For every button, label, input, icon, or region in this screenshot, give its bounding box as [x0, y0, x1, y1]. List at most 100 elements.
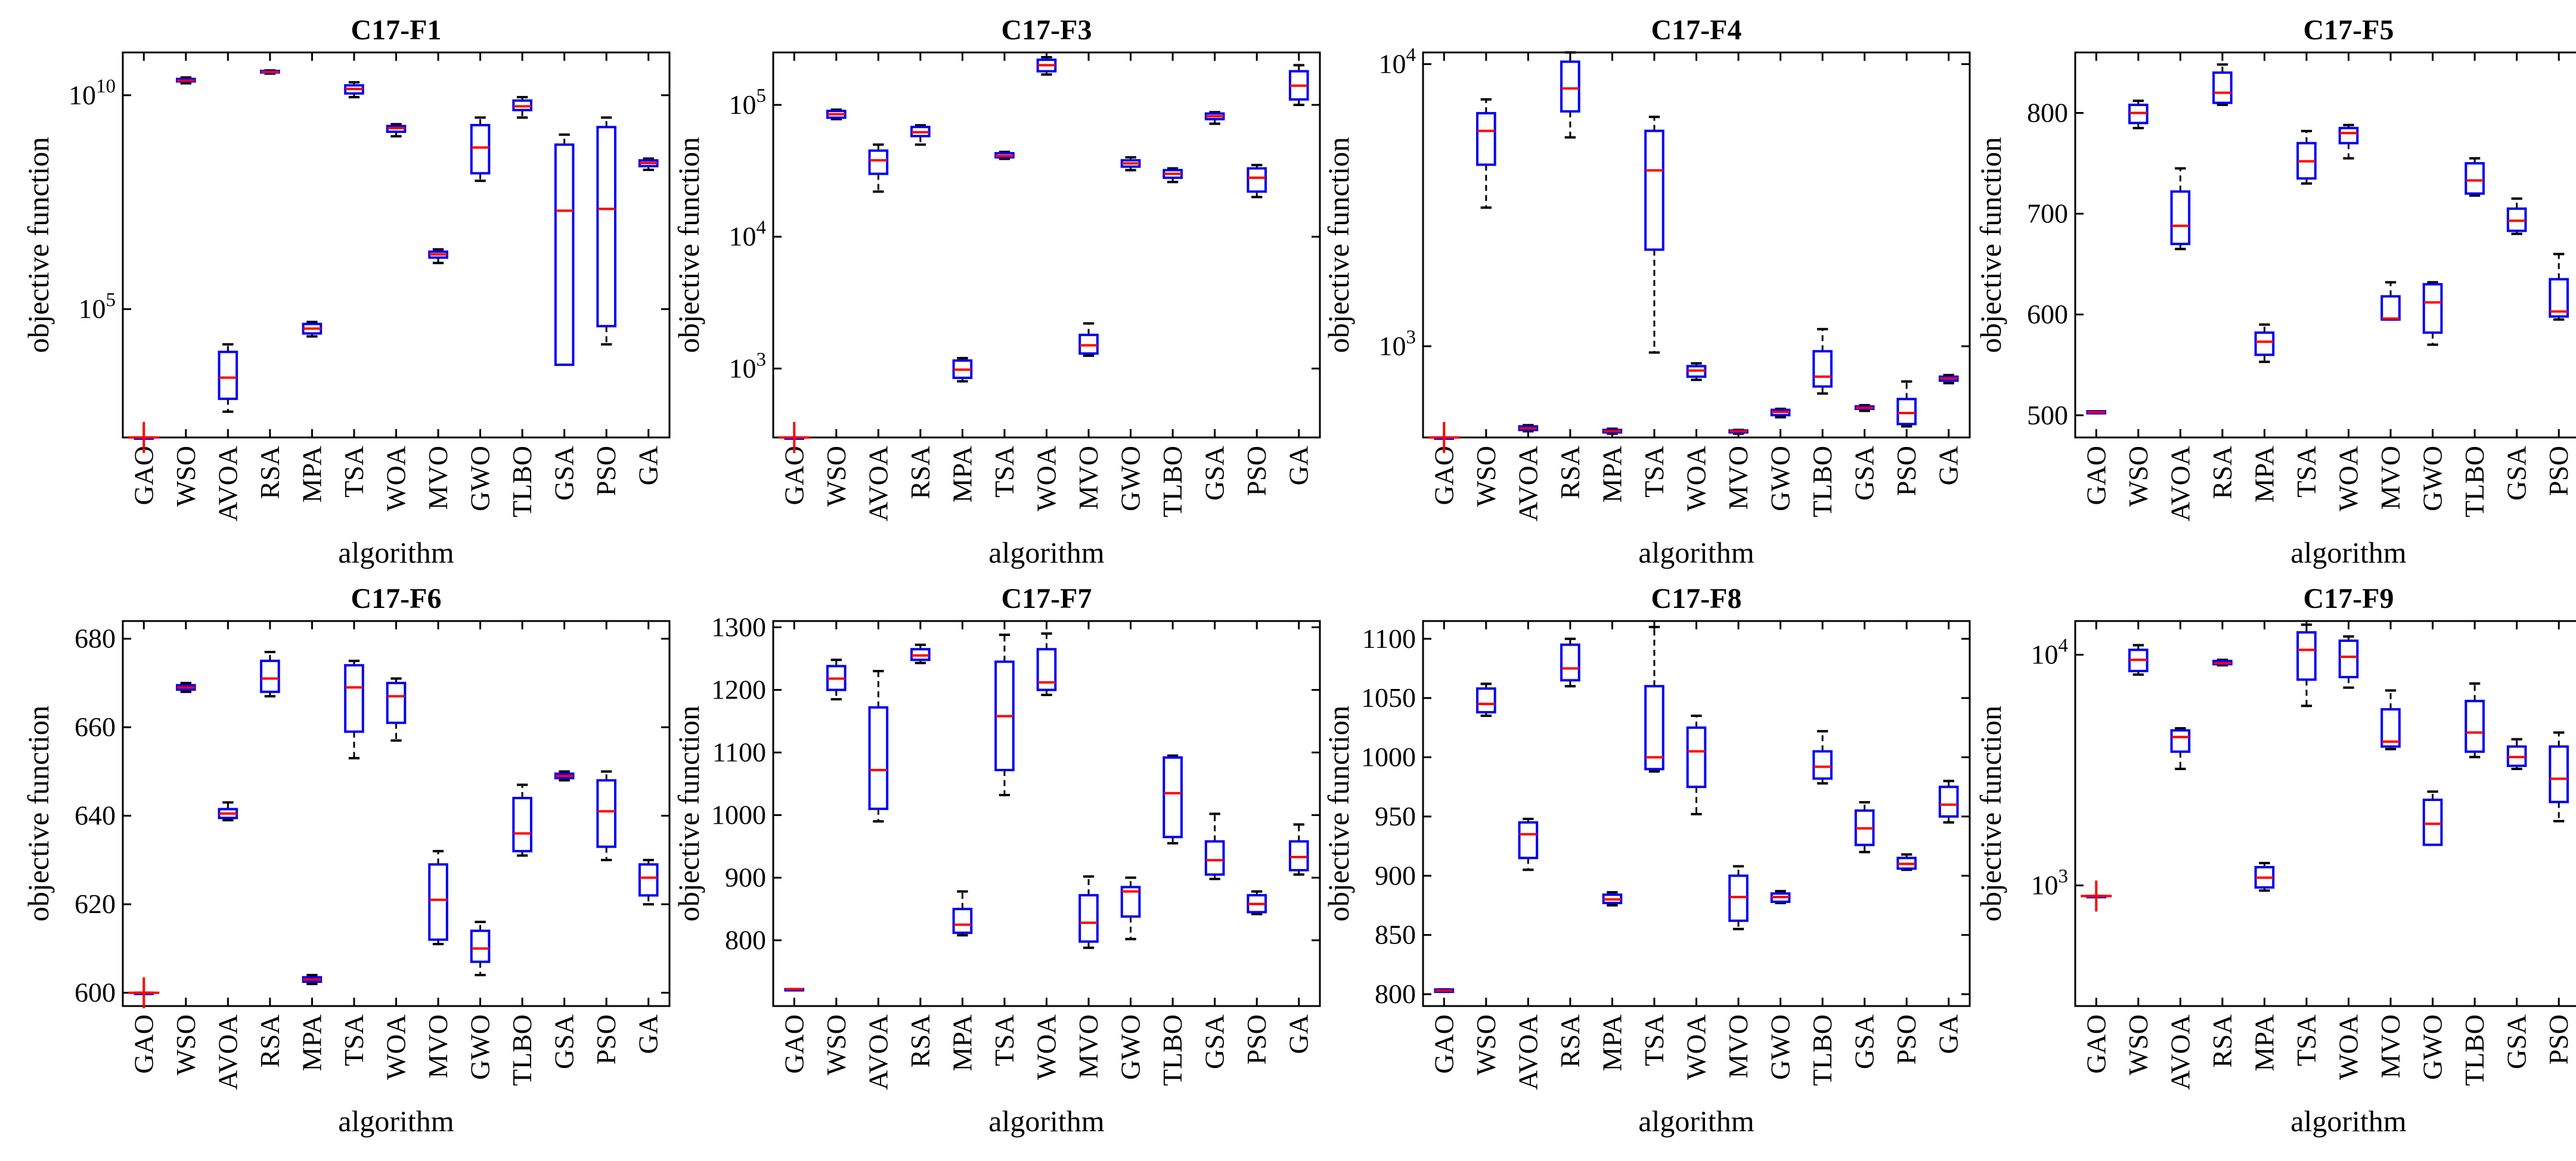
box-wso — [826, 659, 847, 701]
x-tick-label: PSO — [1241, 1014, 1272, 1064]
box-gwo — [2422, 281, 2443, 346]
box-iqr — [2465, 700, 2485, 753]
x-tick-label: TSA — [339, 446, 369, 498]
x-tick-label: GSA — [2501, 1014, 2532, 1069]
x-tick-label: RSA — [2207, 1014, 2237, 1067]
x-tick-label: MPA — [2249, 1014, 2279, 1071]
y-tick-label: 800 — [1375, 979, 1416, 1009]
x-tick-label: TLBO — [1807, 446, 1837, 517]
box-woa — [386, 677, 407, 742]
box-iqr — [1036, 648, 1057, 691]
axes-frame — [772, 51, 1321, 439]
box-gao — [2086, 410, 2107, 415]
x-tick-label: MPA — [947, 1014, 977, 1071]
box-gsa — [1854, 801, 1875, 853]
box-gao — [779, 422, 810, 453]
box-avoa — [218, 343, 238, 413]
x-tick-label: GWO — [465, 1014, 495, 1080]
box-avoa — [1518, 817, 1539, 871]
subplot-c17-f5: C17-F5 500 600 700 800 GAO WSO AVOA RSA MPA TSA WOA… — [1974, 14, 2576, 569]
axes-frame — [122, 51, 671, 439]
box-iqr — [1204, 840, 1225, 876]
x-tick-label: WSO — [171, 446, 201, 507]
y-tick-label: 103 — [1379, 327, 1416, 361]
box-mpa — [2254, 323, 2275, 364]
y-tick-label: 103 — [729, 349, 767, 383]
x-tick-label: GWO — [1765, 1014, 1796, 1080]
x-tick-label: GA — [1933, 446, 1964, 485]
x-tick-label: GSA — [1199, 1014, 1230, 1069]
y-axis-label: objective function — [21, 706, 55, 921]
x-tick-label: PSO — [591, 446, 621, 496]
x-tick-label: MPA — [947, 446, 977, 502]
box-iqr — [1812, 750, 1833, 780]
x-axis-label: algorithm — [2290, 1104, 2407, 1138]
box-iqr — [1518, 821, 1539, 859]
box-woa — [2338, 123, 2359, 160]
box-iqr — [512, 797, 532, 853]
box-iqr — [2212, 71, 2233, 104]
box-pso — [2549, 731, 2569, 822]
box-tlbo — [2465, 682, 2485, 759]
x-tick-label: GA — [633, 1014, 664, 1054]
x-tick-label: WOA — [2333, 446, 2364, 511]
y-tick-label: 850 — [1375, 920, 1416, 950]
box-mpa — [302, 321, 323, 338]
x-tick-label: MPA — [296, 1014, 327, 1071]
y-tick-label: 700 — [2027, 198, 2068, 229]
box-tsa — [994, 150, 1015, 160]
x-tick-label: GSA — [549, 1014, 579, 1069]
y-tick-label: 950 — [1375, 801, 1416, 831]
box-iqr — [1644, 685, 1664, 771]
box-mpa — [302, 974, 323, 985]
box-ga — [638, 858, 659, 906]
x-tick-label: GAO — [1428, 446, 1459, 505]
box-rsa — [1560, 51, 1580, 139]
box-tlbo — [2465, 157, 2485, 197]
x-tick-label: MPA — [1597, 1014, 1627, 1071]
box-pso — [596, 770, 617, 861]
box-wso — [1475, 98, 1496, 209]
x-tick-label: MPA — [1597, 446, 1627, 502]
y-tick-label: 1000 — [711, 800, 766, 830]
x-tick-label: GWO — [1765, 446, 1796, 511]
box-woa — [1686, 362, 1707, 381]
plot-title: C17-F3 — [1002, 14, 1092, 46]
box-iqr — [344, 664, 364, 733]
box-iqr — [1896, 398, 1917, 426]
x-tick-label: WOA — [1031, 446, 1062, 511]
x-tick-label: TLBO — [507, 1014, 537, 1086]
box-woa — [1036, 56, 1057, 76]
x-tick-label: GWO — [2417, 446, 2448, 511]
x-tick-label: MPA — [2249, 446, 2279, 502]
box-iqr — [1644, 129, 1664, 251]
box-woa — [2338, 635, 2359, 689]
x-tick-label: GWO — [2417, 1014, 2448, 1080]
box-gao — [128, 422, 160, 453]
plot-title: C17-F9 — [2304, 583, 2394, 614]
box-tlbo — [1812, 328, 1833, 395]
box-tsa — [344, 659, 364, 760]
box-gwo — [1770, 890, 1791, 905]
x-tick-label: MVO — [423, 446, 453, 510]
x-tick-label: GAO — [1428, 1014, 1459, 1074]
box-rsa — [1560, 637, 1580, 688]
x-tick-label: PSO — [2543, 446, 2574, 496]
box-gsa — [1204, 111, 1225, 125]
box-pso — [1896, 380, 1917, 428]
x-tick-label: RSA — [1555, 1014, 1585, 1067]
box-gao — [2081, 880, 2112, 912]
y-axis-label: objective function — [672, 137, 705, 353]
y-tick-label: 500 — [2027, 400, 2068, 430]
box-iqr — [2170, 190, 2191, 246]
y-tick-label: 1050 — [1361, 682, 1416, 713]
box-rsa — [910, 643, 931, 665]
y-tick-label: 800 — [725, 925, 766, 955]
x-tick-label: RSA — [905, 1014, 935, 1067]
box-iqr — [1247, 167, 1267, 193]
box-gsa — [2506, 738, 2527, 771]
y-tick-label: 600 — [2027, 299, 2068, 330]
box-rsa — [260, 69, 280, 75]
box-tlbo — [1812, 729, 1833, 785]
